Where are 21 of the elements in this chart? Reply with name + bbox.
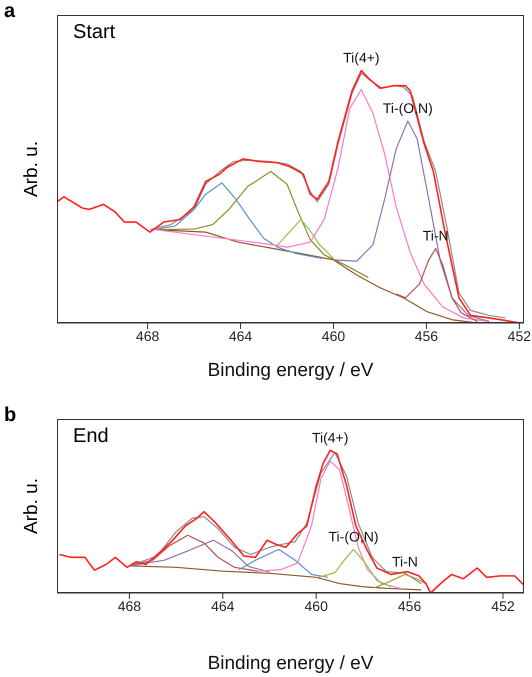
x-tick-label: 452 [508,328,532,344]
x-tick-label: 460 [304,598,328,614]
x-tick-label: 452 [491,598,515,614]
text: Start [73,21,116,44]
annotation: Ti-N [392,553,418,570]
x-tick-label: 456 [398,598,422,614]
chart-title: b [4,404,16,427]
x-tick-label: 460 [322,328,346,344]
chart-title: a [4,0,16,23]
x-axis-title: Binding energy / eV [208,653,374,674]
annotation: Ti(4+) [312,429,348,446]
x-tick-label: 464 [211,598,235,614]
x-axis-title: Binding energy / eV [208,360,374,381]
x-tick-label: 468 [118,598,142,614]
x-tick-label: 456 [414,328,438,344]
y-axis-title: Arb. u. [21,478,43,534]
annotation: Ti(4+) [343,50,380,66]
y-axis-title: Arb. u. [21,141,43,197]
x-tick-label: 468 [136,328,160,344]
text: End [73,425,109,448]
x-tick-label: 464 [228,328,252,344]
